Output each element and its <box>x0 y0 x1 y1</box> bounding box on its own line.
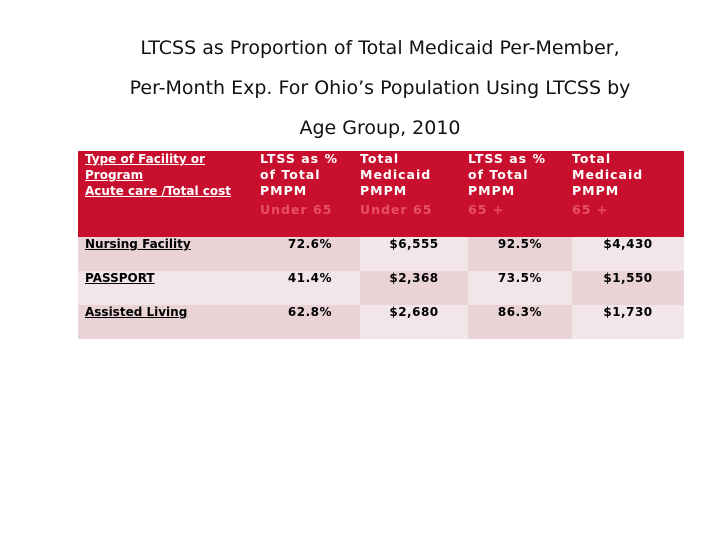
title-line-3: Age Group, 2010 <box>299 117 461 139</box>
header-sub: Under 65 <box>260 202 333 217</box>
header-ltss-65plus: LTSS as % of Total PMPM 65 + <box>468 151 572 237</box>
page-title: LTCSS as Proportion of Total Medicaid Pe… <box>60 28 700 148</box>
table-header-row: Type of Facility or Program Acute care /… <box>78 151 684 237</box>
row-name: Assisted Living <box>78 305 260 339</box>
header-line: of Total <box>260 167 321 182</box>
cell-ltss-65plus: 92.5% <box>468 237 572 271</box>
header-sub: 65 + <box>468 202 505 217</box>
header-facility-line: Program <box>85 168 144 182</box>
title-line-1: LTCSS as Proportion of Total Medicaid Pe… <box>140 37 620 59</box>
table-row: Nursing Facility 72.6% $6,555 92.5% $4,4… <box>78 237 684 271</box>
header-line: Medicaid <box>572 167 644 182</box>
cell-ltss-under65: 62.8% <box>260 305 360 339</box>
table-row: PASSPORT 41.4% $2,368 73.5% $1,550 <box>78 271 684 305</box>
ltcss-table: Type of Facility or Program Acute care /… <box>78 151 684 339</box>
header-facility: Type of Facility or Program Acute care /… <box>78 151 260 237</box>
cell-total-under65: $2,680 <box>360 305 468 339</box>
header-line: of Total <box>468 167 529 182</box>
header-line: PMPM <box>360 183 408 198</box>
cell-total-65plus: $1,730 <box>572 305 684 339</box>
header-line: PMPM <box>572 183 620 198</box>
header-line: LTSS as % <box>260 151 338 166</box>
header-total-65plus: Total Medicaid PMPM 65 + <box>572 151 684 237</box>
header-line: Total <box>360 151 400 166</box>
header-total-under65: Total Medicaid PMPM Under 65 <box>360 151 468 237</box>
row-name: PASSPORT <box>78 271 260 305</box>
row-name: Nursing Facility <box>78 237 260 271</box>
cell-total-under65: $6,555 <box>360 237 468 271</box>
header-line: Medicaid <box>360 167 432 182</box>
header-line: PMPM <box>260 183 308 198</box>
header-facility-line: Type of Facility or <box>85 152 206 166</box>
cell-total-65plus: $4,430 <box>572 237 684 271</box>
header-sub: Under 65 <box>360 202 433 217</box>
cell-ltss-65plus: 86.3% <box>468 305 572 339</box>
cell-ltss-under65: 41.4% <box>260 271 360 305</box>
table-row: Assisted Living 62.8% $2,680 86.3% $1,73… <box>78 305 684 339</box>
header-sub: 65 + <box>572 202 609 217</box>
header-line: LTSS as % <box>468 151 546 166</box>
header-line: Total <box>572 151 612 166</box>
cell-ltss-65plus: 73.5% <box>468 271 572 305</box>
cell-total-under65: $2,368 <box>360 271 468 305</box>
header-ltss-under65: LTSS as % of Total PMPM Under 65 <box>260 151 360 237</box>
header-facility-line: Acute care /Total cost <box>85 184 232 198</box>
cell-total-65plus: $1,550 <box>572 271 684 305</box>
cell-ltss-under65: 72.6% <box>260 237 360 271</box>
header-line: PMPM <box>468 183 516 198</box>
title-line-2: Per-Month Exp. For Ohio’s Population Usi… <box>129 77 631 99</box>
